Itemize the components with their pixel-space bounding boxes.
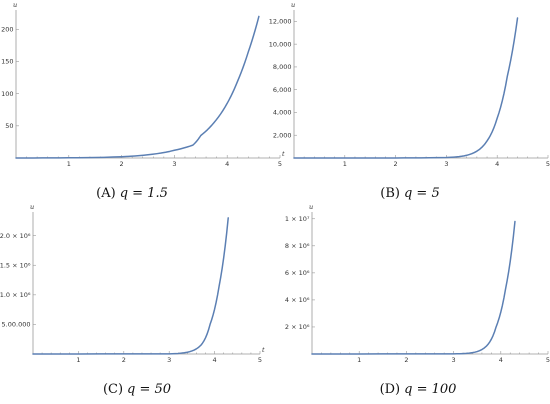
x-tick-label: 4 xyxy=(499,356,503,364)
y-tick-label: 8 × 10⁶ xyxy=(285,242,310,250)
panel-b: 1 2 3 4 5 2,000 4,000 6,000 8,000 10,000 12,000 t u (… xyxy=(269,1,550,201)
x-tick-label: 1 xyxy=(343,160,347,168)
caption-d: (D) q = 100 xyxy=(380,382,457,397)
y-tick-label: 4 × 10⁶ xyxy=(285,296,310,304)
y-axis-label-b: u xyxy=(291,1,295,9)
x-tick-label: 2 xyxy=(394,160,398,168)
x-tick-label: 1 xyxy=(76,356,80,364)
x-axis-label-c: t xyxy=(262,346,265,354)
caption-a: (A) q = 1.5 xyxy=(96,186,168,201)
caption-tag: (B) xyxy=(380,186,400,201)
y-tick-label: 6,000 xyxy=(273,86,292,94)
x-tick-label: 5 xyxy=(258,356,262,364)
x-tick-label: 3 xyxy=(167,356,171,364)
panel-d: 1 2 3 4 5 2 × 10⁶ 4 × 10⁶ 6 × 10⁶ 8 × 10⁶ 1 × 10⁷… xyxy=(285,203,550,397)
x-tick-label: 2 xyxy=(404,356,408,364)
panel-c: 1 2 3 4 5 5.00.000 1.0 × 10⁶ 1.5 × 10⁶ 2.0 × 10⁶… xyxy=(0,203,265,397)
series-curve-c xyxy=(32,217,229,355)
y-tick-label: 200 xyxy=(1,26,13,34)
x-tick-label: 2 xyxy=(122,356,126,364)
caption-c: (C) q = 50 xyxy=(103,382,171,397)
x-tick-label: 1 xyxy=(357,356,361,364)
x-tick-label: 3 xyxy=(444,160,448,168)
x-tick-label: 2 xyxy=(120,160,124,168)
caption-tag: (D) xyxy=(380,382,401,397)
y-tick-label: 1.0 × 10⁶ xyxy=(0,291,31,299)
x-tick-label: 4 xyxy=(495,160,499,168)
y-tick-label: 4,000 xyxy=(273,109,292,117)
y-tick-label: 8,000 xyxy=(273,63,292,71)
y-tick-label: 150 xyxy=(1,58,13,66)
y-tick-label: 12,000 xyxy=(269,18,292,26)
caption-tag: (C) xyxy=(103,382,123,397)
x-tick-label: 3 xyxy=(452,356,456,364)
caption-equation: q = 1.5 xyxy=(120,186,168,201)
y-tick-label: 2.0 × 10⁶ xyxy=(0,232,31,240)
caption-equation: q = 100 xyxy=(404,382,456,397)
y-tick-label: 1 × 10⁷ xyxy=(285,215,310,223)
y-axis-label-a: u xyxy=(13,1,17,9)
x-tick-label: 4 xyxy=(213,356,217,364)
series-curve-d xyxy=(311,220,516,355)
y-tick-label: 5.00.000 xyxy=(2,321,31,329)
y-axis-label-c: u xyxy=(30,203,34,211)
y-tick-label: 100 xyxy=(1,90,13,98)
y-tick-label: 50 xyxy=(5,122,13,130)
x-tick-label: 4 xyxy=(225,160,229,168)
y-tick-label: 2 × 10⁶ xyxy=(285,323,310,331)
y-axis-label-d: u xyxy=(309,203,313,211)
y-tick-label: 1.5 × 10⁶ xyxy=(0,261,31,269)
x-axis-label-a: t xyxy=(282,150,285,158)
caption-equation: q = 50 xyxy=(127,382,171,397)
series-curve-a xyxy=(15,15,260,159)
series-curve-b xyxy=(293,17,519,159)
y-tick-label: 2,000 xyxy=(273,131,292,139)
x-tick-label: 3 xyxy=(172,160,176,168)
caption-tag: (A) xyxy=(96,186,116,201)
x-tick-label: 5 xyxy=(278,160,282,168)
y-tick-label: 6 × 10⁶ xyxy=(285,269,310,277)
x-tick-label: 5 xyxy=(546,356,550,364)
caption-equation: q = 5 xyxy=(404,186,440,201)
caption-b: (B) q = 5 xyxy=(380,186,439,201)
y-tick-label: 10,000 xyxy=(269,40,292,48)
panel-a: 1 2 3 4 5 50 100 150 200 t u (A) q = 1.5 xyxy=(1,1,285,201)
x-tick-label: 1 xyxy=(67,160,71,168)
x-tick-label: 5 xyxy=(546,160,550,168)
